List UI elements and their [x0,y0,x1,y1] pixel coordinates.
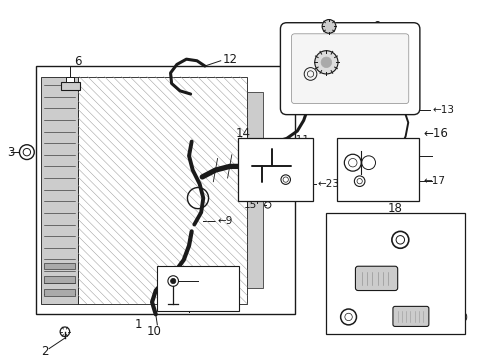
Bar [66,77,74,82]
Bar [238,138,312,201]
Circle shape [322,19,335,33]
Bar [246,93,263,288]
Circle shape [314,51,337,74]
Text: 15: 15 [243,200,256,210]
Text: ←17: ←17 [422,176,444,186]
Text: 6: 6 [74,55,81,68]
Text: 4: 4 [184,305,190,315]
Circle shape [321,57,331,68]
Text: ←13: ←13 [431,105,453,115]
Text: 8: 8 [372,20,380,33]
FancyBboxPatch shape [355,266,397,291]
Text: 12: 12 [222,53,237,66]
Bar [44,263,75,269]
Bar [78,77,246,304]
Text: 1: 1 [135,318,142,331]
Text: ←22: ←22 [415,273,437,283]
Text: 10: 10 [146,325,161,338]
Bar [336,138,418,201]
Bar [325,213,464,334]
Text: 3: 3 [7,146,14,159]
Text: ←20: ←20 [446,313,467,323]
Text: ←11: ←11 [287,135,309,145]
Text: 21: 21 [330,320,343,330]
Text: ←5: ←5 [199,276,215,286]
FancyBboxPatch shape [392,306,428,327]
Circle shape [170,278,176,284]
Text: ←16: ←16 [422,127,447,140]
FancyBboxPatch shape [291,34,408,104]
Text: ←19: ←19 [432,235,454,245]
Text: 14: 14 [235,127,250,140]
Text: ←23: ←23 [317,179,339,189]
Bar [36,66,294,314]
Bar [41,77,78,304]
Bar [44,289,75,296]
Text: 18: 18 [387,202,402,215]
Bar [61,82,80,90]
Text: ←7: ←7 [365,68,381,78]
Text: ←9: ←9 [217,216,232,226]
FancyBboxPatch shape [280,23,419,114]
Bar [44,276,75,283]
Text: 2: 2 [41,345,48,358]
Bar [157,266,239,311]
